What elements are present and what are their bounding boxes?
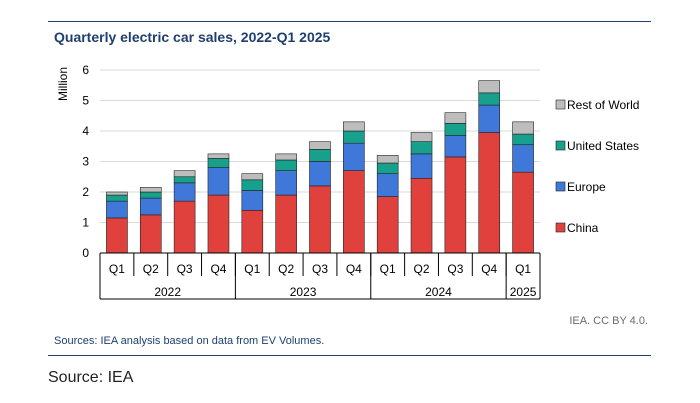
bar-segment-united-states — [173, 176, 196, 184]
bar-segment-europe — [207, 167, 230, 196]
bar-segment-china — [275, 194, 297, 254]
bar-segment-china — [478, 132, 501, 254]
bar-segment-china — [444, 156, 467, 254]
credit-text: IEA. CC BY 4.0. — [569, 315, 648, 327]
bar-segment-united-states — [106, 194, 128, 202]
bar-segment-china — [173, 200, 196, 254]
x-tick-label: Q3 — [312, 262, 328, 276]
bar-segment-rest-of-world — [207, 153, 230, 159]
legend-swatch-rest-of-world — [555, 99, 566, 110]
y-tick-label: 2 — [82, 185, 89, 199]
bar-segment-united-states — [376, 162, 399, 174]
y-tick-label: 6 — [82, 63, 89, 77]
bar-segment-rest-of-world — [241, 173, 264, 181]
group-label: 2024 — [425, 285, 452, 299]
bar-segment-europe — [410, 153, 433, 179]
bar-segment-china — [207, 194, 230, 254]
group-label: 2025 — [510, 285, 537, 299]
bar-segment-rest-of-world — [478, 80, 501, 94]
y-tick-label: 0 — [82, 246, 89, 260]
x-tick-label: Q2 — [278, 262, 294, 276]
x-tick-label: Q1 — [244, 262, 260, 276]
x-axis: Q1 Q2 Q3 Q4 Q1 Q2 Q3 Q4 Q1 Q2 Q3 Q4 Q1 2022 2023 2024 20… — [99, 252, 541, 300]
bar-segment-rest-of-world — [309, 141, 331, 150]
bar-segment-europe — [444, 135, 467, 158]
y-axis-label: Million — [56, 67, 70, 101]
bar-segment-united-states — [410, 141, 433, 155]
y-axis-ticks: 0 1 2 3 4 5 6 — [82, 63, 89, 260]
legend-swatch-united-states — [555, 140, 566, 151]
sources-note: Sources: IEA analysis based on data from… — [54, 335, 325, 347]
x-tick-label: Q3 — [177, 262, 193, 276]
bar-segment-china — [309, 185, 331, 254]
bar-segment-china — [410, 177, 433, 254]
bar-segment-united-states — [275, 159, 297, 171]
x-tick-label: Q4 — [481, 262, 497, 276]
bar-segment-europe — [139, 197, 162, 216]
bar-segment-rest-of-world — [410, 132, 433, 142]
x-tick-label: Q3 — [447, 262, 463, 276]
bar-segment-china — [343, 170, 365, 254]
bar-segment-europe — [173, 182, 196, 202]
legend-swatch-china — [555, 222, 566, 233]
legend-label: United States — [567, 139, 639, 153]
bar-segment-china — [512, 171, 534, 254]
bar-segment-china — [241, 210, 264, 254]
bars — [106, 80, 534, 254]
x-tick-label: Q1 — [515, 262, 531, 276]
legend: Rest of World United States Europe China — [555, 98, 639, 235]
legend-swatch-europe — [555, 181, 566, 192]
bar-segment-united-states — [207, 158, 230, 168]
x-tick-label: Q2 — [414, 262, 430, 276]
bar-segment-rest-of-world — [139, 187, 162, 193]
bar-segment-rest-of-world — [106, 191, 128, 196]
bar-segment-europe — [478, 104, 501, 133]
bar-segment-united-states — [478, 92, 501, 106]
bar-segment-rest-of-world — [343, 121, 365, 132]
legend-label: Europe — [567, 180, 606, 194]
bar-segment-europe — [106, 200, 128, 219]
bar-segment-united-states — [309, 149, 331, 162]
bar-segment-rest-of-world — [275, 153, 297, 161]
bar-segment-europe — [376, 173, 399, 197]
bar-segment-rest-of-world — [376, 155, 399, 164]
top-rule — [48, 21, 651, 22]
bottom-rule — [48, 355, 651, 356]
y-tick-label: 5 — [82, 94, 89, 108]
bar-segment-united-states — [343, 130, 365, 144]
y-tick-label: 3 — [82, 155, 89, 169]
x-tick-label: Q4 — [210, 262, 226, 276]
bar-segment-united-states — [512, 133, 534, 146]
bar-segment-china — [139, 214, 162, 254]
chart-title: Quarterly electric car sales, 2022-Q1 20… — [54, 29, 331, 45]
x-tick-label: Q1 — [109, 262, 125, 276]
bar-segment-rest-of-world — [512, 121, 534, 135]
bar-segment-europe — [241, 190, 264, 211]
bar-segment-rest-of-world — [444, 112, 467, 124]
y-tick-label: 1 — [82, 216, 89, 230]
bar-segment-europe — [309, 161, 331, 187]
bar-segment-rest-of-world — [173, 170, 196, 178]
bar-segment-united-states — [139, 191, 162, 199]
y-tick-label: 4 — [82, 124, 89, 138]
bar-segment-europe — [343, 142, 365, 171]
bar-segment-united-states — [241, 179, 264, 191]
x-tick-label: Q4 — [346, 262, 362, 276]
x-tick-label: Q2 — [143, 262, 159, 276]
legend-label: Rest of World — [567, 98, 639, 112]
group-label: 2023 — [290, 285, 317, 299]
bar-segment-europe — [512, 144, 534, 173]
footer-source: Source: IEA — [48, 369, 134, 386]
bar-segment-europe — [275, 170, 297, 196]
legend-label: China — [567, 221, 599, 235]
bar-segment-united-states — [444, 123, 467, 136]
x-tick-label: Q1 — [380, 262, 396, 276]
bar-segment-china — [106, 217, 128, 254]
bar-segment-china — [376, 196, 399, 254]
group-label: 2022 — [154, 285, 181, 299]
